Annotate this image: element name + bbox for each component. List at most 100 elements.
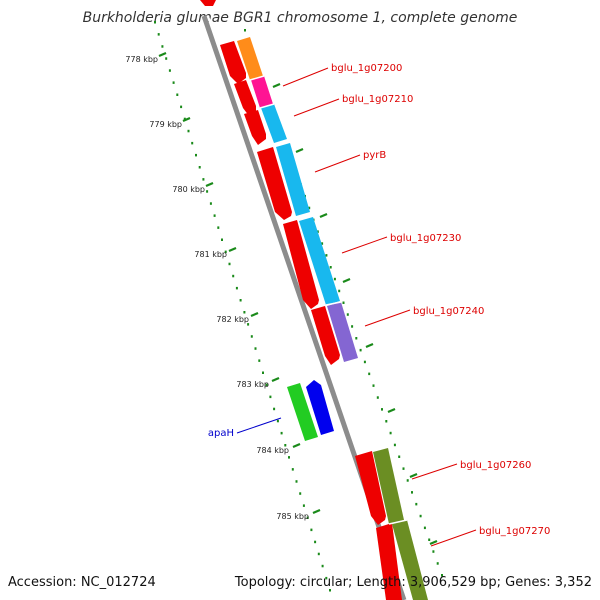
gene-label-bglu_1g07270[interactable]: bglu_1g07270 [479, 526, 550, 537]
ruler-dot-inner [209, 202, 212, 205]
ruler-dot-outer [432, 550, 435, 553]
gene-bglu_1g07210[interactable] [251, 76, 273, 108]
feature-divider [249, 75, 265, 81]
gene-arrow-blue[interactable] [306, 380, 334, 435]
gene-arrow-7[interactable] [355, 451, 386, 525]
ruler-major-tick [409, 472, 418, 479]
ruler-dot-outer [308, 206, 311, 210]
ruler-dot-inner [157, 33, 160, 36]
ruler-dot-inner [306, 516, 309, 519]
accession-text: Accession: NC_012724 [8, 575, 156, 590]
ruler-major-tick [271, 376, 280, 383]
ruler-dot-outer [359, 348, 362, 352]
gene-bglu_1g07200[interactable] [237, 37, 263, 80]
gene-label-apaH[interactable]: apaH [208, 428, 234, 439]
ruler-dot-inner [191, 141, 194, 145]
ruler-dot-outer [346, 313, 349, 316]
ruler-dot-inner [187, 129, 190, 133]
gene-bglu_1g07240[interactable] [327, 302, 358, 362]
ruler-major-tick [429, 539, 438, 546]
gene-bglu_1g07270[interactable] [392, 520, 428, 600]
ruler-dot-outer [436, 562, 439, 565]
ruler-dot-inner [206, 190, 209, 193]
ruler-major-tick [205, 181, 214, 188]
leader-line-bglu_1g07200 [282, 67, 329, 87]
gene-arrow-6[interactable] [311, 306, 340, 365]
ruler-dot-inner [314, 540, 317, 544]
gene-arrow-4[interactable] [257, 147, 292, 220]
gene-cyan-1[interactable] [261, 104, 287, 143]
feature-divider [388, 519, 408, 525]
gene-apaH[interactable] [287, 383, 318, 441]
ruler-dot-outer [372, 384, 375, 387]
gene-bglu_1g07260[interactable] [373, 448, 404, 524]
ruler-dot-outer [368, 372, 371, 376]
kbp-label-785: 785 kbp [276, 512, 309, 521]
ruler-dot-outer [329, 266, 332, 269]
gene-bglu_1g07230[interactable] [299, 217, 340, 305]
ruler-major-tick [182, 116, 191, 123]
ruler-dot-outer [338, 289, 341, 293]
kbp-label-782: 782 kbp [216, 315, 249, 324]
ruler-dot-inner [195, 153, 197, 157]
ruler-dot-outer [381, 408, 383, 411]
ruler-dot-outer [333, 277, 336, 281]
gene-arrow-1[interactable] [220, 41, 246, 84]
ruler-dot-outer [325, 254, 328, 257]
ruler-dot-outer [398, 455, 401, 458]
ruler-dot-inner [329, 589, 331, 592]
ruler-dot-inner [273, 407, 276, 411]
ruler-dot-inner [239, 299, 242, 302]
gene-arrow-8[interactable] [376, 523, 402, 600]
ruler-dot-inner [176, 93, 179, 96]
ruler-dot-inner [299, 492, 302, 495]
ruler-dot-inner [161, 45, 164, 48]
ruler-dot-inner [180, 105, 183, 109]
gene-arrow-3[interactable] [244, 110, 266, 145]
ruler-dot-inner [284, 444, 287, 447]
ruler-dot-outer [411, 491, 413, 494]
gene-label-bglu_1g07200[interactable]: bglu_1g07200 [331, 63, 402, 74]
ruler-major-tick [365, 342, 374, 349]
ruler-dot-inner [254, 347, 257, 350]
gene-pyrB[interactable] [276, 143, 310, 216]
ruler-dot-inner [317, 552, 320, 556]
ruler-major-tick [292, 442, 301, 449]
ruler-dot-outer [351, 325, 354, 328]
ruler-dot-inner [325, 576, 328, 580]
kbp-label-779: 779 kbp [149, 120, 182, 129]
ruler-dot-inner [228, 262, 231, 266]
ruler-dot-inner [276, 419, 279, 423]
ruler-dot-outer [321, 242, 324, 245]
gene-label-bglu_1g07260[interactable]: bglu_1g07260 [460, 460, 531, 471]
ruler-dot-inner [302, 504, 305, 507]
ruler-major-tick [319, 212, 328, 219]
ruler-major-tick [312, 508, 321, 515]
ruler-dot-inner [213, 214, 216, 217]
page-title: Burkholderia glumae BGR1 chromosome 1, c… [83, 10, 518, 26]
feature-divider [325, 301, 342, 306]
gene-arrow-5[interactable] [283, 220, 319, 309]
ruler-dot-outer [385, 420, 388, 423]
ruler-dot-inner [235, 286, 238, 290]
ruler-dot-inner [250, 335, 253, 338]
ruler-major-tick [342, 277, 351, 284]
gene-label-bglu_1g07210[interactable]: bglu_1g07210 [342, 94, 413, 105]
gene-label-bglu_1g07230[interactable]: bglu_1g07230 [390, 233, 461, 244]
ruler-dot-inner [269, 395, 272, 399]
gene-arrow-top-partial[interactable] [200, 0, 216, 6]
ruler-dot-inner [280, 431, 283, 435]
kbp-label-783: 783 kbp [236, 380, 269, 389]
ruler-dot-outer [441, 574, 443, 577]
gene-arrow-2[interactable] [234, 80, 256, 116]
ruler-dot-outer [363, 360, 366, 364]
leader-line-pyrB [314, 154, 361, 173]
kbp-label-784: 784 kbp [256, 446, 289, 455]
ruler-dot-outer [389, 431, 392, 435]
gene-label-pyrB[interactable]: pyrB [363, 150, 386, 161]
genome-summary-text: Topology: circular; Length: 3,906,529 bp… [234, 575, 592, 590]
leader-line-apaH [236, 417, 282, 434]
gene-label-bglu_1g07240[interactable]: bglu_1g07240 [413, 306, 484, 317]
